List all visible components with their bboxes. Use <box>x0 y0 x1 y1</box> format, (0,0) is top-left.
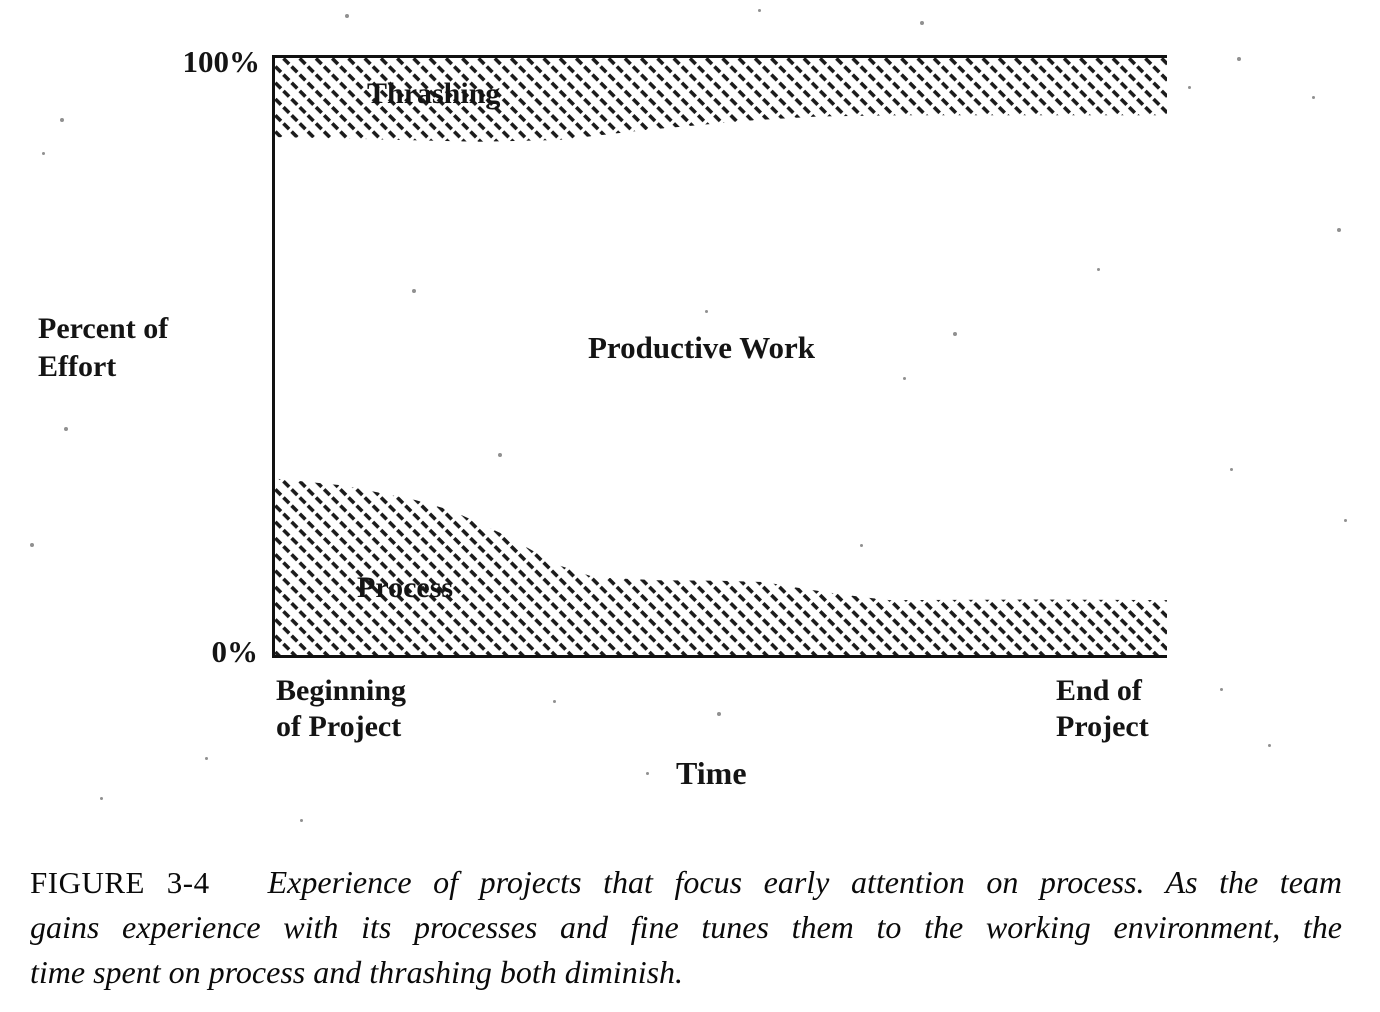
scan-speckle <box>1268 744 1271 747</box>
caption-line-1: FIGURE 3-4 Experience of projects that fo… <box>30 860 1342 905</box>
scan-speckle <box>412 289 416 293</box>
caption-line-1-text: Experience of projects that focus early … <box>267 864 1342 900</box>
scan-speckle <box>42 152 45 155</box>
scan-speckle <box>1337 228 1341 232</box>
process-band-area <box>272 478 1167 658</box>
scan-speckle <box>300 819 303 822</box>
y-tick-0: 0% <box>211 634 259 669</box>
x-tick-beginning: Beginning of Project <box>276 674 407 743</box>
process-label: Process <box>357 571 454 604</box>
figure-number: FIGURE 3-4 <box>30 865 210 900</box>
thrashing-band-area <box>272 55 1167 142</box>
scan-speckle <box>1237 57 1241 61</box>
scan-speckle <box>860 544 863 547</box>
scan-speckle <box>64 427 68 431</box>
scan-speckle <box>646 772 649 775</box>
figure-caption: FIGURE 3-4 Experience of projects that fo… <box>30 860 1342 995</box>
scan-speckle <box>920 21 924 25</box>
productive-work-label: Productive Work <box>588 330 816 365</box>
scan-speckle <box>1230 468 1233 471</box>
scan-speckle <box>903 377 906 380</box>
x-axis-title: Time <box>676 755 747 791</box>
scan-speckle <box>60 118 64 122</box>
scan-speckle <box>1312 96 1315 99</box>
y-tick-100: 100% <box>182 44 261 79</box>
y-axis-title: Percent of Effort <box>38 312 169 383</box>
scan-speckle <box>100 797 103 800</box>
scan-speckle <box>758 9 761 12</box>
effort-over-time-chart <box>272 55 1167 658</box>
scan-speckle <box>1188 86 1191 89</box>
scan-speckle <box>553 700 556 703</box>
scan-speckle <box>953 332 957 336</box>
scan-speckle <box>717 712 721 716</box>
scan-speckle <box>30 543 34 547</box>
caption-line-3: time spent on process and thrashing both… <box>30 954 684 990</box>
thrashing-label: Thrashing <box>367 77 501 110</box>
scan-speckle <box>1097 268 1100 271</box>
scan-speckle <box>205 757 208 760</box>
scan-speckle <box>705 310 708 313</box>
scan-speckle <box>1344 519 1347 522</box>
scan-speckle <box>1220 688 1223 691</box>
scan-speckle <box>498 453 502 457</box>
scan-speckle <box>345 14 349 18</box>
caption-line-2: gains experience with its processes and … <box>30 909 1342 945</box>
x-tick-end: End of Project <box>1056 674 1149 743</box>
